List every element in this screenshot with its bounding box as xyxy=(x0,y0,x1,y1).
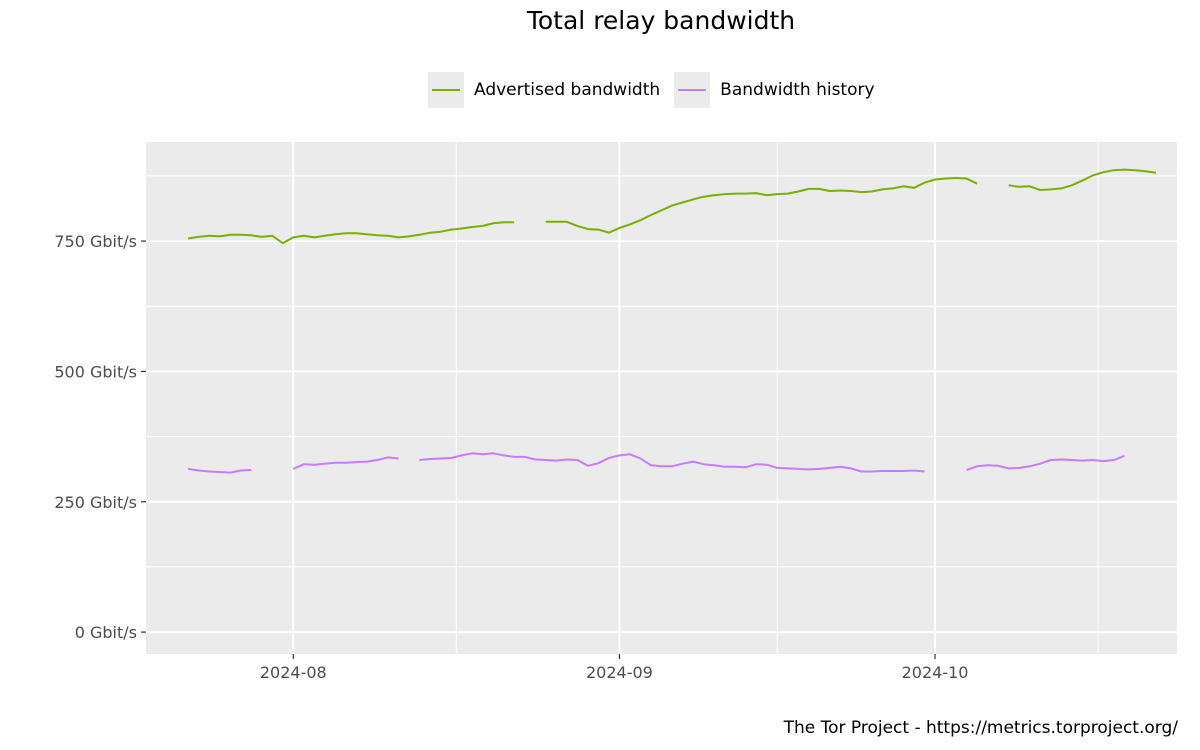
y-tick-label: 750 Gbit/s xyxy=(54,232,137,251)
series-line-history xyxy=(419,452,925,473)
series-line-advertised xyxy=(1008,168,1157,191)
legend-key-advertised xyxy=(428,72,464,108)
plot-panel xyxy=(146,142,1177,654)
legend: Advertised bandwidth Bandwidth history xyxy=(428,72,889,108)
x-tick-label: 2024-08 xyxy=(260,663,327,682)
y-tick-label: 500 Gbit/s xyxy=(54,362,137,381)
y-tick-label: 250 Gbit/s xyxy=(54,493,137,512)
legend-label-advertised: Advertised bandwidth xyxy=(474,80,661,100)
x-tick-label: 2024-10 xyxy=(902,663,969,682)
caption: The Tor Project - https://metrics.torpro… xyxy=(783,718,1178,738)
legend-key-history xyxy=(674,72,711,108)
series-line-advertised xyxy=(545,177,978,234)
legend-item-history: Bandwidth history xyxy=(674,72,875,108)
series-line-history xyxy=(292,456,399,470)
series-line-history xyxy=(966,454,1125,471)
legend-item-advertised: Advertised bandwidth xyxy=(428,72,660,108)
x-tick-label: 2024-09 xyxy=(586,663,653,682)
series-line-advertised xyxy=(187,221,515,245)
legend-swatch-advertised xyxy=(432,89,460,91)
legend-swatch-history xyxy=(678,89,707,91)
series-line-history xyxy=(187,467,252,474)
y-tick-label: 0 Gbit/s xyxy=(75,623,137,642)
legend-label-history: Bandwidth history xyxy=(720,80,875,100)
chart-title: Total relay bandwidth xyxy=(526,6,796,35)
